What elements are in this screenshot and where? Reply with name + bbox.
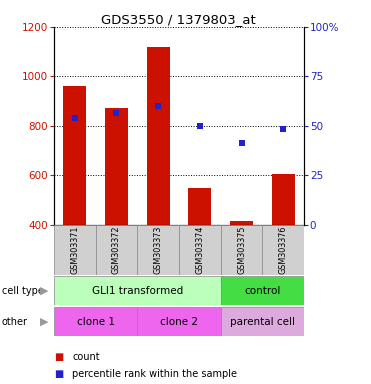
Text: GSM303376: GSM303376 bbox=[279, 226, 288, 274]
Bar bbox=[272, 174, 295, 225]
Bar bbox=[54, 307, 137, 336]
Text: clone 2: clone 2 bbox=[160, 316, 198, 327]
Bar bbox=[179, 225, 221, 275]
Bar bbox=[230, 221, 253, 225]
Text: ▶: ▶ bbox=[40, 316, 48, 327]
Text: ▶: ▶ bbox=[40, 286, 48, 296]
Text: GSM303375: GSM303375 bbox=[237, 226, 246, 274]
Text: clone 1: clone 1 bbox=[76, 316, 115, 327]
Bar bbox=[105, 108, 128, 225]
Text: GSM303372: GSM303372 bbox=[112, 226, 121, 274]
Text: cell type: cell type bbox=[2, 286, 44, 296]
Text: ■: ■ bbox=[54, 369, 63, 379]
Bar bbox=[137, 225, 179, 275]
Bar bbox=[221, 276, 304, 305]
Bar bbox=[188, 187, 211, 225]
Bar bbox=[262, 225, 304, 275]
Text: control: control bbox=[244, 286, 281, 296]
Text: GSM303373: GSM303373 bbox=[154, 226, 162, 274]
Text: GSM303374: GSM303374 bbox=[196, 226, 204, 274]
Text: ■: ■ bbox=[54, 352, 63, 362]
Text: parental cell: parental cell bbox=[230, 316, 295, 327]
Text: percentile rank within the sample: percentile rank within the sample bbox=[72, 369, 237, 379]
Bar bbox=[54, 225, 96, 275]
Bar bbox=[221, 225, 262, 275]
Text: GLI1 transformed: GLI1 transformed bbox=[92, 286, 183, 296]
Bar bbox=[221, 307, 304, 336]
Text: GSM303371: GSM303371 bbox=[70, 226, 79, 274]
Bar bbox=[147, 47, 170, 225]
Bar bbox=[96, 225, 137, 275]
Text: other: other bbox=[2, 316, 28, 327]
Bar bbox=[63, 86, 86, 225]
Bar bbox=[137, 307, 221, 336]
Bar bbox=[54, 276, 221, 305]
Text: GDS3550 / 1379803_at: GDS3550 / 1379803_at bbox=[101, 13, 256, 26]
Text: count: count bbox=[72, 352, 100, 362]
